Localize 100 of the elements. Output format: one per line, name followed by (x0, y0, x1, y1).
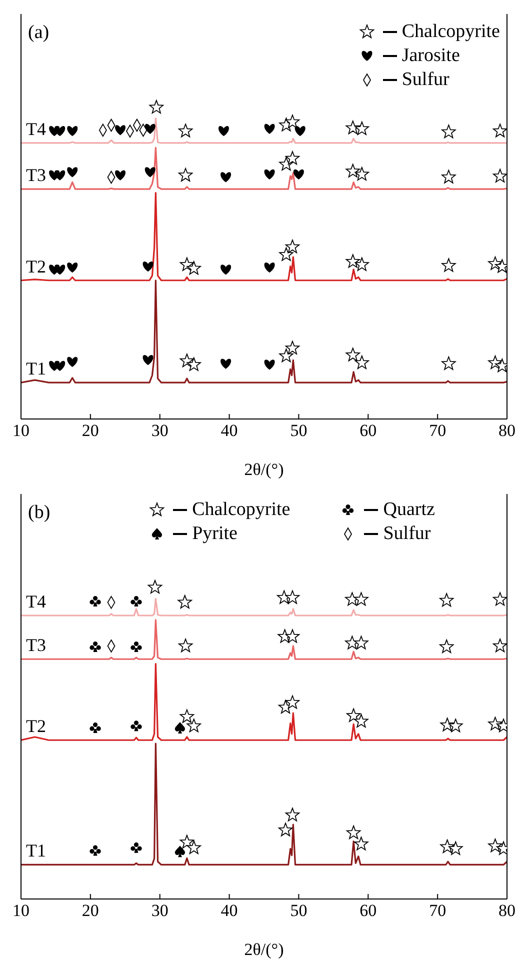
point (442, 124, 456, 138)
x-axis-title: 2θ/(°) (244, 460, 284, 479)
x-tick-label: 50 (290, 421, 308, 440)
point (148, 580, 162, 594)
point (492, 592, 507, 606)
point (174, 722, 186, 734)
point (442, 356, 456, 370)
series-label: T1 (26, 358, 46, 379)
point (354, 257, 369, 271)
point (448, 841, 463, 855)
point (442, 170, 456, 184)
x-tick-label: 10 (12, 421, 30, 440)
point (285, 151, 300, 165)
point (67, 167, 78, 178)
point (186, 840, 201, 854)
legend-label: Quartz (383, 498, 435, 522)
point (178, 124, 193, 138)
point (492, 124, 507, 138)
x-tick-label: 40 (220, 901, 238, 920)
point (54, 170, 66, 180)
x-tick-label: 60 (360, 421, 377, 440)
point (142, 355, 154, 366)
point (278, 822, 293, 836)
point (448, 718, 463, 732)
point (488, 716, 502, 730)
point (54, 360, 66, 372)
point (186, 357, 201, 371)
point (54, 126, 66, 136)
point (180, 834, 194, 848)
point (439, 640, 454, 654)
legend-label: Sulfur (383, 522, 431, 546)
series-label: T4 (26, 118, 46, 139)
point (264, 360, 275, 370)
legend-label: Jarosite (402, 44, 460, 68)
series-label: T2 (26, 256, 46, 276)
point (354, 355, 369, 370)
point (354, 836, 368, 850)
series-label: T2 (26, 716, 46, 736)
point (144, 124, 156, 134)
point (285, 340, 300, 354)
point (178, 168, 193, 182)
point (354, 166, 369, 181)
x-axis-title: 2θ/(°) (244, 940, 284, 959)
chart-title: (a) (28, 22, 50, 44)
x-tick-label: 60 (360, 901, 377, 920)
point (142, 262, 154, 272)
point (279, 348, 294, 362)
point (346, 254, 360, 268)
chart-title: (b) (28, 502, 50, 524)
point (293, 169, 304, 180)
point (130, 641, 142, 652)
point (220, 358, 232, 369)
point (440, 840, 454, 854)
series-label: T3 (26, 165, 46, 186)
point (346, 348, 360, 362)
point (279, 157, 294, 171)
point (346, 708, 361, 722)
point (285, 629, 300, 643)
point (67, 356, 78, 367)
point (90, 596, 101, 606)
point (115, 170, 126, 180)
point (488, 838, 502, 852)
x-tick-label: 10 (12, 901, 30, 920)
point (130, 596, 142, 606)
point (115, 125, 126, 136)
point (220, 264, 232, 275)
point (67, 262, 78, 273)
point (285, 808, 300, 822)
point (174, 846, 186, 858)
x-tick-label: 80 (498, 421, 516, 440)
point (264, 262, 275, 273)
x-tick-label: 70 (429, 901, 446, 920)
series-label: T3 (26, 635, 46, 656)
point (492, 168, 507, 182)
point (279, 247, 294, 261)
point (186, 718, 201, 732)
point (442, 258, 456, 272)
point (54, 264, 66, 275)
point (130, 720, 142, 732)
point (285, 240, 300, 254)
point (346, 164, 360, 178)
x-tick-label: 30 (151, 901, 168, 920)
point (439, 593, 454, 607)
point (220, 172, 232, 182)
legend-label: Chalcopyrite (192, 498, 290, 522)
point (285, 590, 300, 604)
series-label: T1 (26, 840, 46, 861)
series-label: T4 (26, 592, 46, 612)
x-tick-label: 70 (429, 421, 446, 440)
point (346, 826, 361, 840)
point (285, 114, 300, 128)
point (294, 126, 306, 136)
legend-label: Pyrite (192, 522, 238, 546)
point (180, 709, 194, 723)
x-tick-label: 20 (82, 421, 99, 440)
point (144, 167, 156, 178)
point (90, 641, 101, 652)
point (492, 638, 507, 652)
point (354, 714, 368, 728)
point (178, 638, 193, 652)
